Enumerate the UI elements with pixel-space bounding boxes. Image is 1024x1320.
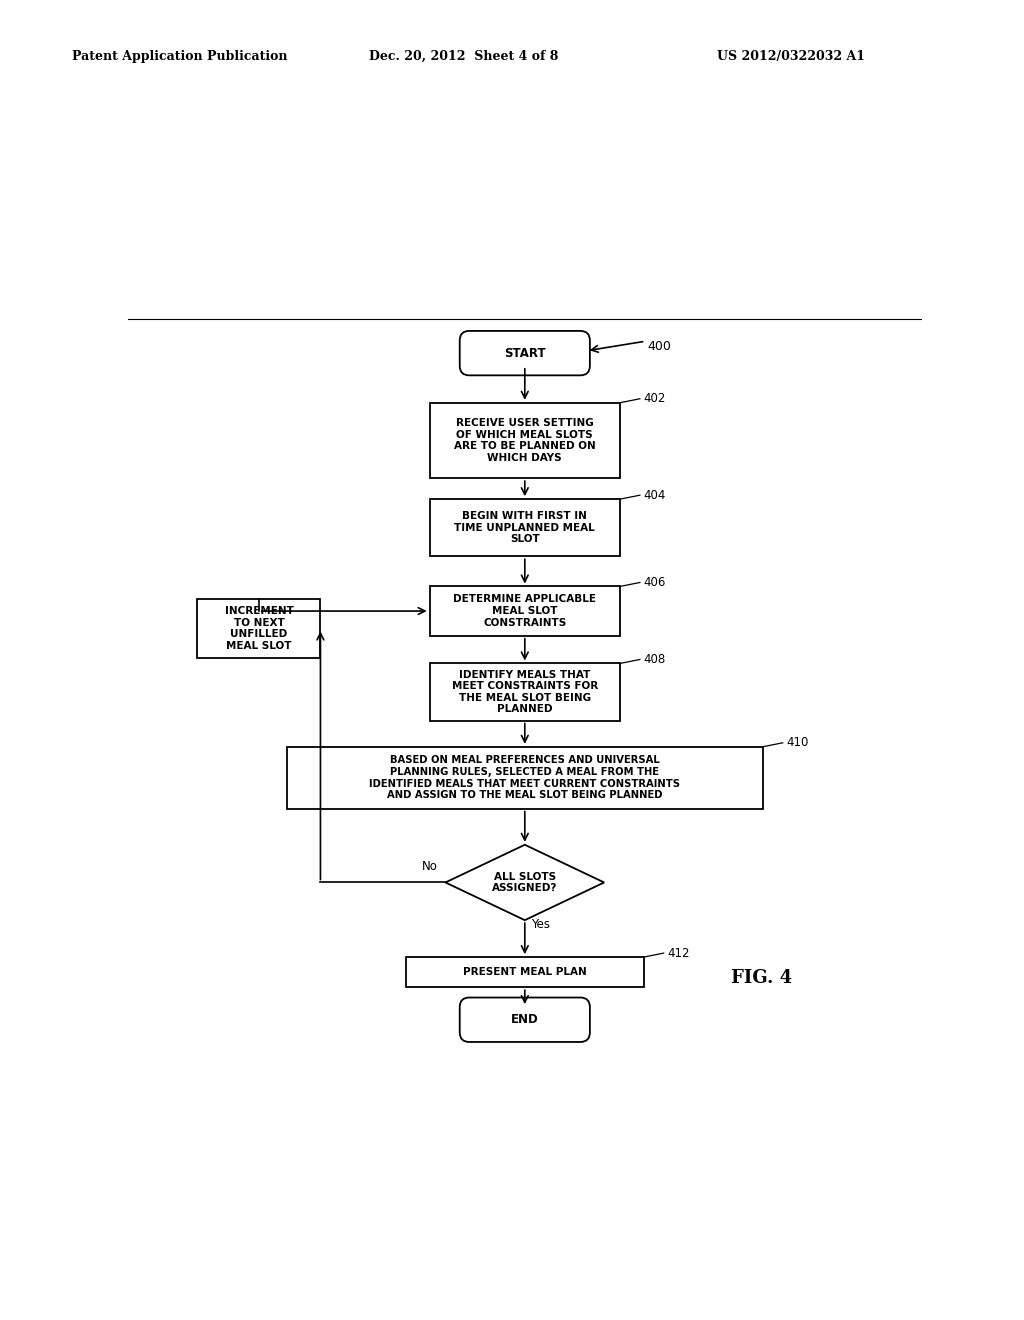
Text: 408: 408 (644, 653, 666, 667)
Text: 404: 404 (644, 488, 667, 502)
Text: PRESENT MEAL PLAN: PRESENT MEAL PLAN (463, 968, 587, 977)
Bar (430, 499, 621, 556)
Text: Patent Application Publication: Patent Application Publication (72, 50, 287, 63)
Text: Yes: Yes (531, 917, 550, 931)
Text: 400: 400 (648, 339, 672, 352)
Bar (198, 599, 321, 659)
Text: RECEIVE USER SETTING
OF WHICH MEAL SLOTS
ARE TO BE PLANNED ON
WHICH DAYS: RECEIVE USER SETTING OF WHICH MEAL SLOTS… (454, 418, 596, 463)
Text: BEGIN WITH FIRST IN
TIME UNPLANNED MEAL
SLOT: BEGIN WITH FIRST IN TIME UNPLANNED MEAL … (455, 511, 595, 544)
Bar (430, 664, 621, 721)
Bar (287, 747, 763, 809)
Bar (430, 586, 621, 636)
Text: BASED ON MEAL PREFERENCES AND UNIVERSAL
PLANNING RULES, SELECTED A MEAL FROM THE: BASED ON MEAL PREFERENCES AND UNIVERSAL … (370, 755, 680, 800)
Bar (430, 403, 621, 478)
Text: END: END (511, 1014, 539, 1026)
Text: INCREMENT
TO NEXT
UNFILLED
MEAL SLOT: INCREMENT TO NEXT UNFILLED MEAL SLOT (224, 606, 294, 651)
Text: No: No (422, 859, 437, 873)
Text: 402: 402 (644, 392, 667, 405)
Text: US 2012/0322032 A1: US 2012/0322032 A1 (717, 50, 865, 63)
Text: 412: 412 (668, 946, 690, 960)
Text: ALL SLOTS
ASSIGNED?: ALL SLOTS ASSIGNED? (493, 871, 557, 894)
Text: START: START (504, 347, 546, 359)
Polygon shape (445, 845, 604, 920)
Text: FIG. 4: FIG. 4 (731, 969, 793, 986)
FancyBboxPatch shape (460, 331, 590, 375)
Text: DETERMINE APPLICABLE
MEAL SLOT
CONSTRAINTS: DETERMINE APPLICABLE MEAL SLOT CONSTRAIN… (454, 594, 596, 627)
Text: Dec. 20, 2012  Sheet 4 of 8: Dec. 20, 2012 Sheet 4 of 8 (369, 50, 558, 63)
Text: 410: 410 (786, 737, 809, 750)
Text: 406: 406 (644, 576, 667, 589)
Text: IDENTIFY MEALS THAT
MEET CONSTRAINTS FOR
THE MEAL SLOT BEING
PLANNED: IDENTIFY MEALS THAT MEET CONSTRAINTS FOR… (452, 669, 598, 714)
Bar (406, 957, 644, 987)
FancyBboxPatch shape (460, 998, 590, 1041)
